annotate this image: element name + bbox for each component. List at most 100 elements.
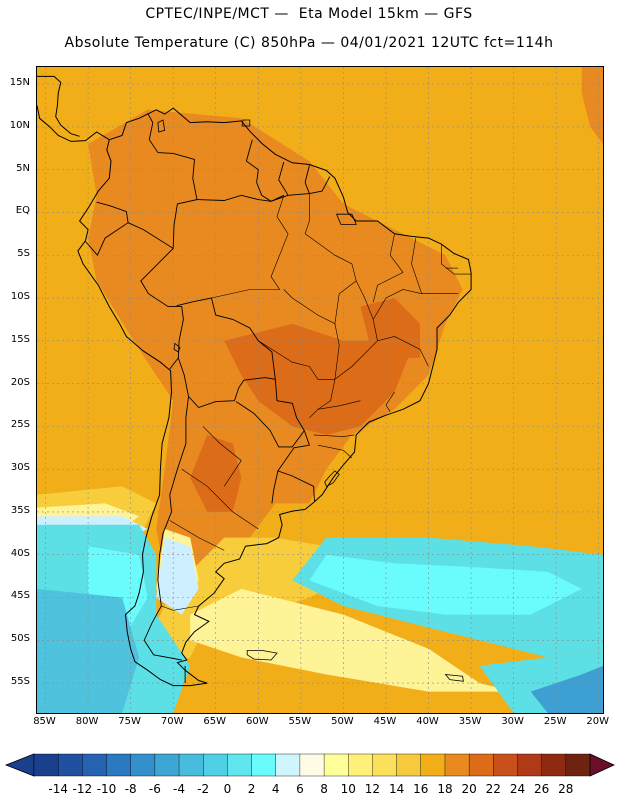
latitude-label: 30S [10,462,30,474]
colorbar-label: 22 [485,782,501,796]
latitude-label: 10N [9,119,30,131]
lake-titicaca [173,342,181,353]
colorbar-swatch [372,753,398,777]
latitude-label: 5S [17,248,30,260]
longitude-label: 60W [245,716,269,727]
colorbar-label: 0 [223,782,232,796]
state-border [372,233,404,303]
colorbar-label: 26 [534,782,550,796]
colorbar-swatch [227,753,253,777]
colorbar-swatch [33,753,59,777]
longitude-label: 35W [458,716,482,727]
colorbar-swatch [251,753,277,777]
malvinas [246,650,278,661]
colorbar-swatch [444,753,470,777]
colorbar-label: -8 [124,782,137,796]
longitude-label: 25W [543,716,567,727]
colorbar-swatch [468,753,494,777]
colorbar-label: 18 [437,782,453,796]
chart-title-line1: CPTEC/INPE/MCT — Eta Model 15km — GFS [145,6,473,22]
state-border [283,289,340,325]
colorbar-swatch [106,753,132,777]
colorbar-swatch [517,753,543,777]
colorbar-swatch [57,753,83,777]
state-border [169,520,225,551]
longitude-label: 45W [373,716,397,727]
colorbar-label: 24 [509,782,526,796]
state-border [161,605,199,611]
latitude-label: 50S [10,633,30,645]
state-border [181,468,259,530]
longitude-label: 55W [288,716,312,727]
state-border [411,238,422,294]
south-georgia [444,674,464,682]
colorbar-swatch [203,753,228,777]
latitude-label: 15N [9,77,30,89]
colorbar-swatch [323,753,349,777]
coastline [77,107,472,687]
colorbar-swatch [396,753,422,777]
colorbar-swatch [275,753,301,777]
state-border [258,340,335,380]
longitude-label: 65W [203,716,227,727]
state-border [440,244,472,275]
graticule [37,67,603,713]
colorbar-label: -10 [96,782,117,796]
colorbar-label: -4 [173,782,186,796]
temperature-region-7 [190,588,514,692]
colorbar-label: 4 [271,782,280,796]
latitude-label: 25S [10,419,30,431]
colorbar-swatch [178,753,204,777]
state-border [202,426,242,487]
lake-maracaibo [157,119,166,133]
temperature-region-18 [581,67,603,144]
latitude-label: 5N [16,162,30,174]
colorbar-label: 12 [364,782,381,796]
political-boundaries [37,75,472,687]
longitude-label: 75W [118,716,141,727]
colorbar-label: -6 [148,782,161,796]
longitude-label: 80W [75,716,99,727]
country-border [147,112,198,249]
colorbar-label: -14 [48,782,68,796]
latitude-label: 10S [10,291,30,303]
colorbar-left-arrow [4,753,35,777]
marajo [335,213,357,225]
latitude-label: 55S [10,676,30,688]
state-border [249,195,289,290]
temperature-map[interactable] [37,67,603,713]
central-america-coast [37,105,110,142]
country-border [196,176,331,202]
colorbar-label: 28 [558,782,574,796]
temperature-region-17 [530,665,603,713]
map-frame[interactable] [36,66,604,714]
colorbar-swatch [348,753,373,777]
colorbar-label: 8 [320,782,328,796]
colorbar-label: 2 [247,782,256,796]
country-border [177,357,276,409]
latitude-label: 40S [10,547,30,559]
temperature-region-13 [37,588,140,713]
state-border [313,434,355,437]
colorbar-swatch [541,753,567,777]
state-border [385,391,395,412]
colorbar-label: 14 [388,782,405,796]
state-border [317,444,353,459]
trinidad [241,119,251,127]
country-border [127,222,184,370]
colorbar-right-arrow [589,753,615,777]
colorbar-swatch [420,753,446,777]
longitude-label: 30W [501,716,524,727]
state-border [211,289,250,299]
country-border [271,470,279,504]
latitude-label: 35S [10,504,30,516]
colorbar-swatch [299,753,325,777]
country-border [278,161,289,196]
temperature-colorbar [4,753,615,777]
longitude-label: 50W [331,716,354,727]
colorbar-label: 6 [296,782,304,796]
colorbar-label: -12 [72,782,93,796]
longitude-label: 85W [33,716,56,727]
temperature-fields [37,67,603,713]
colorbar-swatch [82,753,108,777]
